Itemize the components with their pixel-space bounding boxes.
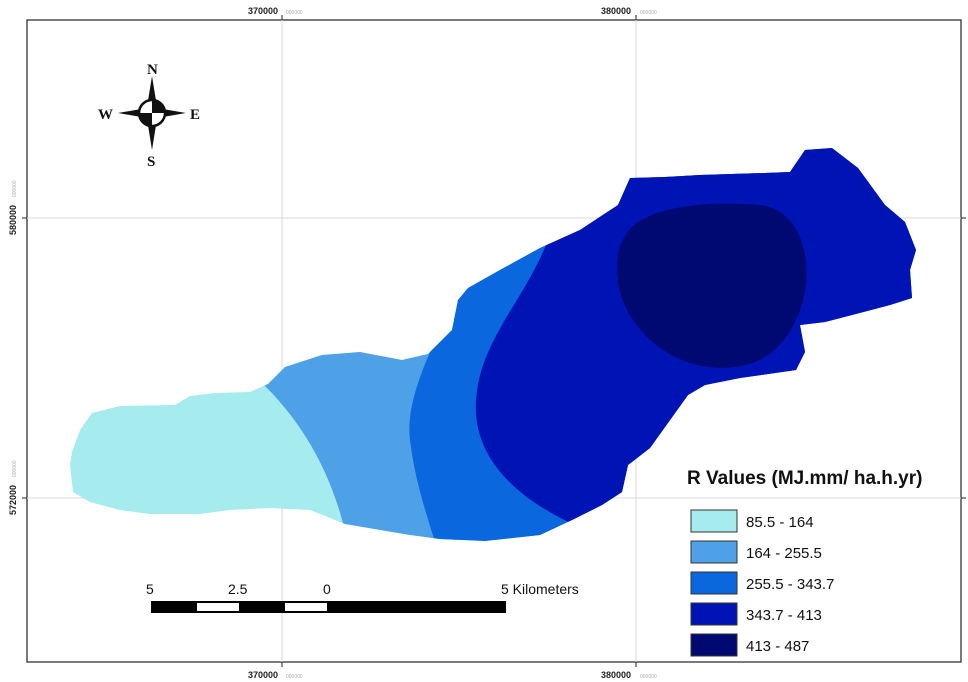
compass-label-east: E <box>190 107 200 123</box>
legend-item-1: 85.5 - 164 <box>690 509 814 533</box>
legend-label-5: 413 - 487 <box>746 638 809 655</box>
tick-label-bottom-370000: 370000 000000 <box>248 670 303 680</box>
legend-item-2: 164 - 255.5 <box>690 540 822 564</box>
scale-label-5-kilometers: 5 Kilometers <box>501 581 579 597</box>
scale-label-2-5: 2.5 <box>228 581 248 597</box>
scale-bar-segment-white-1 <box>197 603 239 611</box>
legend-label-4: 343.7 - 413 <box>746 607 822 624</box>
svg-text:380000: 380000 <box>601 6 631 16</box>
scale-label-5-left: 5 <box>146 581 154 597</box>
compass-quadrant-sw <box>139 113 152 126</box>
legend-swatch-2 <box>690 540 738 564</box>
legend-swatch-1 <box>690 509 738 533</box>
tick-label-left-572000: 572000 000000 <box>8 460 18 515</box>
tick-label-left-580000: 580000 000000 <box>8 180 18 235</box>
svg-text:370000: 370000 <box>248 6 278 16</box>
svg-text:000000: 000000 <box>640 10 657 16</box>
legend-label-1: 85.5 - 164 <box>746 514 814 531</box>
legend: R Values (MJ.mm/ ha.h.yr) 85.5 - 164 164… <box>687 468 922 657</box>
zone-413-487 <box>617 203 807 368</box>
legend-title: R Values (MJ.mm/ ha.h.yr) <box>687 468 922 489</box>
compass-rose: N S W E <box>98 62 200 170</box>
compass-label-north: N <box>147 62 158 78</box>
legend-swatch-3 <box>690 571 738 595</box>
scale-bar-base <box>151 601 506 613</box>
legend-item-4: 343.7 - 413 <box>690 602 822 626</box>
svg-text:380000: 380000 <box>601 670 631 680</box>
scale-bar-segment-white-2 <box>285 603 327 611</box>
tick-label-bottom-380000: 380000 000000 <box>601 670 657 680</box>
tick-label-top-370000: 370000 000000 <box>248 6 303 16</box>
compass-quadrant-ne <box>152 100 165 113</box>
scale-label-0: 0 <box>323 581 331 597</box>
tick-label-top-380000: 380000 000000 <box>601 6 657 16</box>
compass-label-south: S <box>147 154 155 170</box>
legend-item-5: 413 - 487 <box>690 633 809 657</box>
scale-bar: 5 2.5 0 5 Kilometers <box>146 581 579 613</box>
svg-text:000000: 000000 <box>12 460 18 477</box>
compass-label-west: W <box>98 107 113 123</box>
legend-label-3: 255.5 - 343.7 <box>746 576 834 593</box>
svg-text:000000: 000000 <box>12 180 18 197</box>
legend-swatch-4 <box>690 602 738 626</box>
legend-label-2: 164 - 255.5 <box>746 545 822 562</box>
svg-text:572000: 572000 <box>8 485 18 515</box>
svg-text:370000: 370000 <box>248 670 278 680</box>
legend-swatch-5 <box>690 633 738 657</box>
svg-text:000000: 000000 <box>640 674 657 680</box>
svg-text:580000: 580000 <box>8 205 18 235</box>
svg-text:000000: 000000 <box>286 674 303 680</box>
svg-text:000000: 000000 <box>286 10 303 16</box>
legend-item-3: 255.5 - 343.7 <box>690 571 834 595</box>
